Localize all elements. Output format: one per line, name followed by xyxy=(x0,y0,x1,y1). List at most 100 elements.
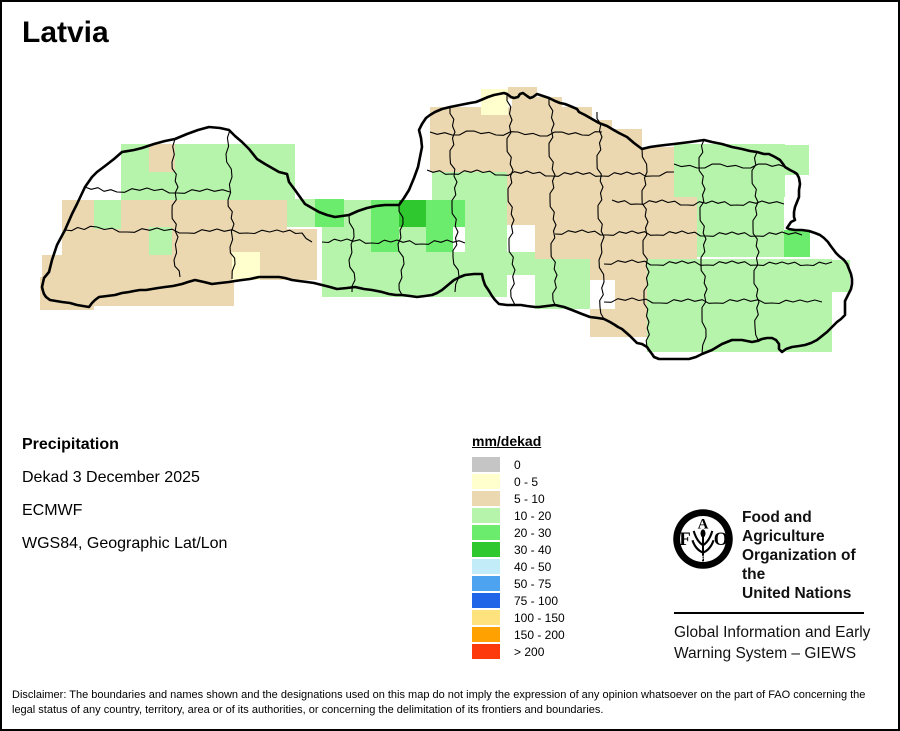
legend-swatch xyxy=(472,491,500,506)
precip-cell xyxy=(432,172,507,200)
precip-cell xyxy=(535,259,590,309)
district-boundary xyxy=(506,94,516,306)
legend-title: mm/dekad xyxy=(472,433,542,449)
precip-cell xyxy=(399,227,426,252)
svg-text:A: A xyxy=(698,516,709,532)
fao-org-name: Food and Agriculture Organization of the… xyxy=(742,509,856,602)
info-projection: WGS84, Geographic Lat/Lon xyxy=(22,535,228,552)
legend-swatch xyxy=(472,593,500,608)
legend-label: 40 - 50 xyxy=(514,559,552,574)
legend-row: 40 - 50 xyxy=(472,558,565,575)
precip-cell xyxy=(830,260,850,292)
precip-cell xyxy=(260,252,317,280)
district-boundary xyxy=(751,151,760,343)
precip-cell xyxy=(287,199,315,227)
district-boundary xyxy=(84,186,231,194)
legend-label: > 200 xyxy=(514,644,545,659)
precip-cell xyxy=(344,200,371,227)
legend-label: 0 - 5 xyxy=(514,474,539,489)
legend-label: 75 - 100 xyxy=(514,593,559,608)
legend-row: 30 - 40 xyxy=(472,541,565,558)
precip-cell xyxy=(615,280,647,309)
district-boundary xyxy=(171,138,181,278)
precip-cell xyxy=(535,225,612,259)
fao-divider xyxy=(674,612,864,614)
legend-label: 50 - 75 xyxy=(514,576,552,591)
precip-cell xyxy=(612,197,697,259)
district-boundary xyxy=(426,169,675,177)
legend-swatch xyxy=(472,559,500,574)
precip-cell xyxy=(62,229,149,255)
district-boundary xyxy=(673,163,786,169)
legend-swatch xyxy=(472,542,500,557)
info-source: ECMWF xyxy=(22,502,83,519)
legend-row: 150 - 200 xyxy=(472,626,565,643)
legend-swatch xyxy=(472,508,500,523)
precip-cell xyxy=(121,200,287,229)
district-boundary xyxy=(603,259,833,267)
legend-swatch xyxy=(472,644,500,659)
legend-row: 5 - 10 xyxy=(472,490,565,507)
legend-label: 10 - 20 xyxy=(514,508,552,523)
district-boundary xyxy=(321,238,466,245)
precip-cell xyxy=(507,172,612,225)
legend-swatch xyxy=(472,457,500,472)
legend-swatch xyxy=(472,610,500,625)
precip-cell xyxy=(674,144,785,197)
legend-label: 150 - 200 xyxy=(514,627,565,642)
map-info-block: Precipitation Dekad 3 December 2025 ECMW… xyxy=(22,436,227,568)
precip-cell xyxy=(562,107,592,172)
district-boundary xyxy=(611,199,785,206)
info-dekad: Dekad 3 December 2025 xyxy=(22,469,200,486)
disclaimer-text: Disclaimer: The boundaries and names sho… xyxy=(12,689,866,716)
precip-cell xyxy=(149,144,175,172)
precip-cell xyxy=(426,200,465,227)
giews-caption: Global Information and Early Warning Sys… xyxy=(674,624,871,662)
legend-label: 0 xyxy=(514,457,521,472)
district-boundary xyxy=(64,225,313,243)
fao-block: F A O FIAT PANIS Food and Agriculture Or… xyxy=(672,508,882,664)
legend-row: > 200 xyxy=(472,643,565,660)
precip-cell xyxy=(121,144,295,200)
precip-cell xyxy=(430,107,512,172)
district-boundary xyxy=(641,148,650,348)
precip-cell xyxy=(647,259,832,352)
legend-row: 75 - 100 xyxy=(472,592,565,609)
legend-swatch xyxy=(472,627,500,642)
legend-row: 10 - 20 xyxy=(472,507,565,524)
legend-row: 50 - 75 xyxy=(472,575,565,592)
svg-text:O: O xyxy=(714,529,728,550)
page-title: Latvia xyxy=(22,16,109,49)
district-boundary xyxy=(698,139,708,355)
precip-cell xyxy=(40,277,94,310)
district-boundary xyxy=(225,129,236,280)
precip-cell xyxy=(94,200,121,229)
legend-row: 20 - 30 xyxy=(472,524,565,541)
precip-cell xyxy=(612,129,642,197)
precip-cell xyxy=(465,200,507,252)
country-border xyxy=(40,91,854,361)
legend-swatch xyxy=(472,576,500,591)
district-boundary xyxy=(449,107,460,293)
svg-text:F: F xyxy=(679,529,690,550)
legend-label: 20 - 30 xyxy=(514,525,552,540)
precip-cell xyxy=(784,145,809,175)
fao-logo-icon: F A O FIAT PANIS xyxy=(673,509,733,569)
legend-rows: 0 0 - 5 5 - 10 10 - 20 20 - 30 30 - 40 40 - 50… xyxy=(472,456,565,660)
district-boundary xyxy=(596,112,605,320)
legend-swatch xyxy=(472,474,500,489)
precip-cell xyxy=(371,227,399,252)
legend-swatch xyxy=(472,525,500,540)
precip-cell xyxy=(697,197,784,257)
district-boundary xyxy=(603,297,823,305)
legend-label: 5 - 10 xyxy=(514,491,545,506)
legend-row: 0 - 5 xyxy=(472,473,565,490)
legend-row: 100 - 150 xyxy=(472,609,565,626)
legend-row: 0 xyxy=(472,456,565,473)
legend: mm/dekad 0 0 - 5 5 - 10 10 - 20 20 - 30 30 - … xyxy=(472,433,565,660)
legend-label: 100 - 150 xyxy=(514,610,565,625)
district-boundary xyxy=(429,130,603,137)
info-parameter: Precipitation xyxy=(22,436,119,453)
